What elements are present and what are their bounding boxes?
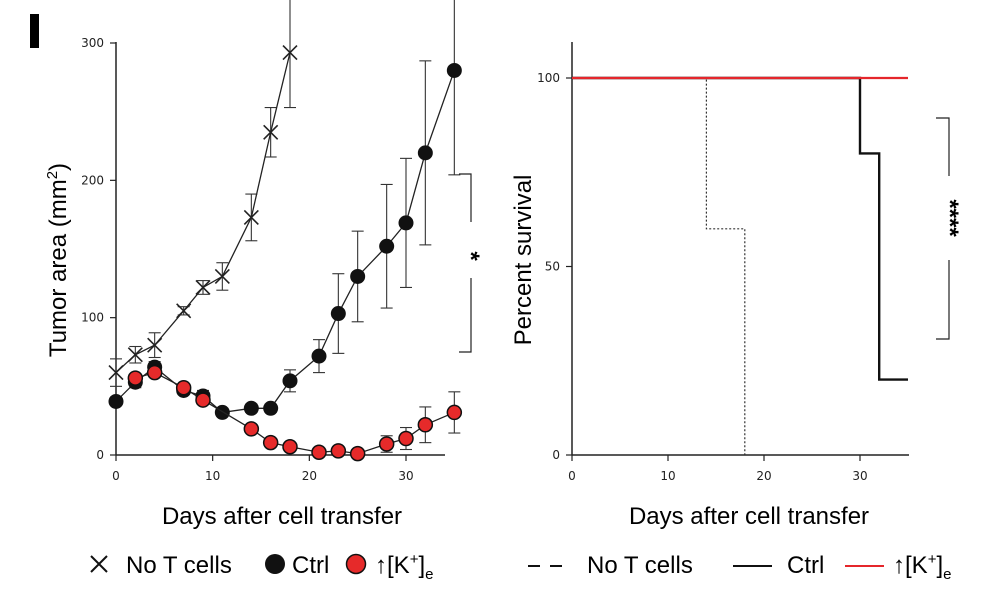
series-no-t-cells [108, 0, 298, 387]
data-point-high-k [311, 444, 327, 461]
right-x-axis-title: Days after cell transfer [629, 503, 869, 530]
red-circle-icon [345, 553, 367, 575]
svg-text:Ctrl: Ctrl [787, 552, 824, 579]
data-point-x [282, 45, 298, 61]
right-y-tick-label: 0 [552, 448, 560, 462]
data-point-ctrl [446, 62, 462, 78]
svg-text:No T cells: No T cells [126, 552, 232, 579]
left-y-axis-title: Tumor area (mm2) [44, 163, 72, 357]
survival-line-ctrl [572, 76, 908, 381]
data-point-x [108, 365, 124, 381]
black-circle-icon [265, 554, 285, 574]
series-line [115, 70, 455, 414]
series-line [115, 52, 291, 374]
data-point-ctrl [243, 400, 259, 416]
data-point-x [263, 124, 279, 140]
left-x-tick-label: 20 [302, 469, 317, 483]
data-point-x [243, 209, 259, 225]
left-y-tick-label: 100 [81, 311, 104, 325]
right-x-tick-label: 20 [756, 469, 771, 483]
data-point-high-k [330, 443, 347, 459]
data-point-high-k [146, 364, 163, 381]
data-point-ctrl [350, 268, 366, 284]
data-point-high-k [417, 417, 434, 433]
series-high-k [127, 364, 463, 462]
left-x-axis-title: Days after cell transfer [162, 503, 402, 530]
data-point-ctrl [214, 404, 230, 420]
data-point-ctrl [282, 373, 298, 389]
data-point-high-k [243, 421, 260, 437]
data-point-ctrl [263, 400, 279, 416]
left-legend: No T cells Ctrl ↑[K+]e [90, 551, 433, 583]
right-significance-label: **** [936, 199, 963, 237]
right-series [572, 76, 908, 455]
data-point-ctrl [108, 393, 124, 409]
right-y-axis-title: Percent survival [510, 175, 537, 346]
data-point-ctrl [417, 145, 433, 161]
left-x-tick-label: 0 [112, 469, 120, 483]
left-series [108, 0, 463, 462]
svg-text:Ctrl: Ctrl [292, 552, 329, 579]
data-point-x [176, 303, 192, 319]
data-point-high-k [398, 430, 414, 447]
data-point-x [127, 347, 143, 363]
svg-text:↑[K+]e: ↑[K+]e [893, 551, 951, 583]
legend-item-high-k-survival: ↑[K+]e [845, 551, 951, 583]
legend-item-ctrl-survival: Ctrl [733, 552, 824, 579]
data-point-high-k [175, 379, 192, 396]
left-y-tick-label: 0 [96, 448, 104, 462]
left-x-tick-label: 30 [398, 469, 413, 483]
data-point-ctrl [311, 348, 327, 364]
right-y-tick-label: 100 [537, 71, 560, 85]
legend-item-no-t-cells: No T cells [90, 552, 232, 579]
left-y-tick-label: 200 [81, 173, 104, 187]
left-significance-bracket: * [457, 173, 484, 353]
survival-line-no-t-cells [572, 77, 746, 455]
left-significance-label: * [457, 251, 484, 261]
legend-item-high-k: ↑[K+]e [345, 551, 433, 583]
data-point-high-k [349, 445, 366, 462]
panel-label-mark [30, 14, 39, 48]
data-point-high-k [378, 436, 395, 452]
data-point-ctrl [330, 306, 346, 322]
data-point-high-k [282, 439, 298, 455]
svg-text:↑[K+]e: ↑[K+]e [375, 551, 433, 583]
right-significance-bracket: **** [936, 117, 963, 340]
data-point-high-k [127, 370, 144, 386]
left-x-tick-label: 10 [205, 469, 220, 483]
data-point-ctrl [379, 238, 395, 254]
data-point-ctrl [398, 215, 414, 231]
data-point-high-k [262, 434, 279, 451]
left-y-tick-label: 300 [81, 36, 104, 50]
data-point-x [147, 337, 163, 353]
right-x-tick-label: 10 [660, 469, 675, 483]
svg-text:No T cells: No T cells [587, 552, 693, 579]
legend-item-no-t-cells-survival: No T cells [528, 552, 693, 579]
data-point-high-k [446, 404, 463, 421]
data-point-high-k [195, 392, 211, 408]
x-marker-icon [90, 555, 108, 573]
data-point-x [214, 268, 230, 285]
right-ticks: 0 10 20 30 0 50 100 [537, 71, 868, 483]
right-x-tick-label: 30 [852, 469, 867, 483]
right-y-tick-label: 50 [545, 260, 560, 274]
right-x-tick-label: 0 [568, 469, 576, 483]
legend-item-ctrl: Ctrl [265, 552, 329, 579]
series-ctrl [108, 0, 462, 420]
survival-chart: 0 10 20 30 0 50 100 Percent survival Days afte… [510, 42, 963, 583]
right-legend: No T cells Ctrl ↑[K+]e [528, 551, 951, 583]
data-point-x [195, 279, 211, 296]
